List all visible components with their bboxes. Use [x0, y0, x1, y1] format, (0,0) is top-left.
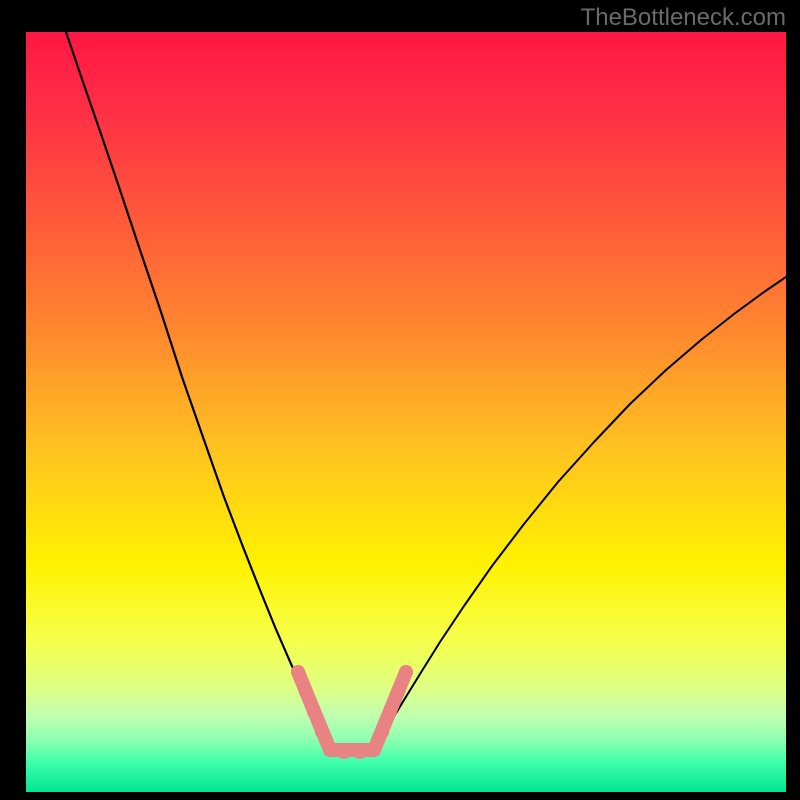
bottom-arc-dot — [383, 705, 397, 719]
bottom-arc-dot — [307, 705, 321, 719]
bottom-arc-dot — [291, 665, 305, 679]
plot-svg — [26, 32, 786, 792]
bottom-arc-dot — [315, 725, 329, 739]
bottom-arc-dot — [391, 685, 405, 699]
bottom-arc-dot — [353, 745, 367, 759]
watermark-text: TheBottleneck.com — [581, 4, 786, 32]
bottom-arc-dot — [337, 745, 351, 759]
bottom-arc-dot — [323, 743, 337, 757]
bottom-arc-dot — [399, 665, 413, 679]
bottom-arc-dot — [367, 743, 381, 757]
plot-area — [26, 32, 786, 792]
bottom-arc-dot — [299, 685, 313, 699]
bottom-arc-dot — [375, 725, 389, 739]
